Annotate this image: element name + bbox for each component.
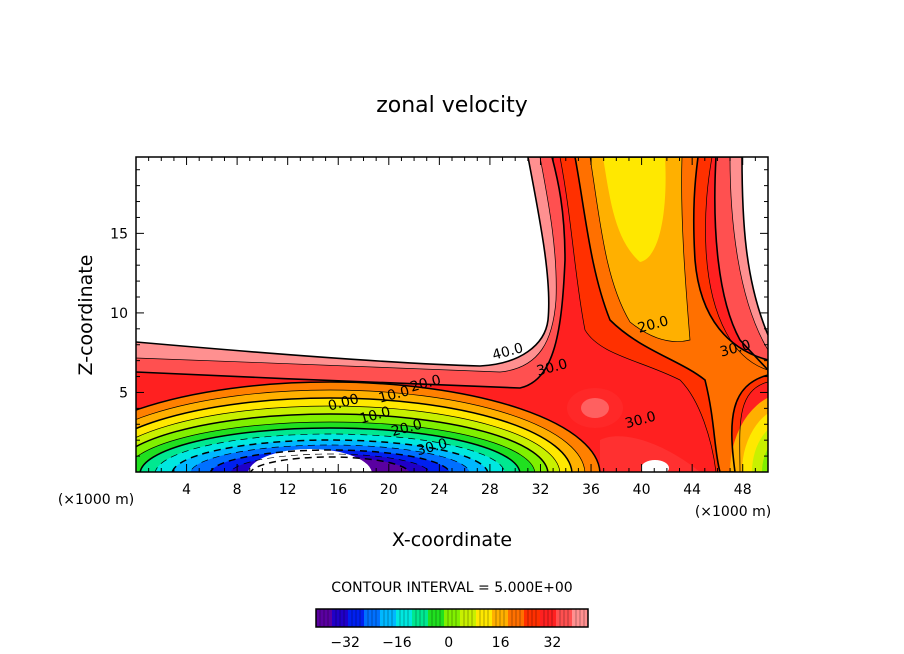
x-tick-label: 28 <box>481 482 499 498</box>
contour-fills <box>136 157 768 472</box>
colorbar-tick-label: −16 <box>382 635 412 651</box>
contour-label: 20.0 <box>636 313 670 337</box>
contour-label: 0.00 <box>326 391 360 415</box>
contour-line <box>249 456 411 472</box>
y-tick-label: 10 <box>110 306 128 322</box>
colorbar-frame <box>315 608 589 628</box>
contour-line <box>136 157 768 373</box>
colorbar-tick-label: 0 <box>444 635 453 651</box>
x-tick-label: 16 <box>329 482 347 498</box>
x-tick-label: 36 <box>582 482 600 498</box>
contour-line <box>589 157 691 342</box>
contour-line <box>136 157 768 389</box>
contour-line <box>209 449 451 472</box>
contour-fill-bottom-red <box>600 436 700 472</box>
colorbar-tick-label: 16 <box>492 635 510 651</box>
contour-label: 30.0 <box>535 356 569 380</box>
contour-label: 10.0 <box>358 404 392 428</box>
colorbar-tick-label: 32 <box>543 635 561 651</box>
x-tick-label: 12 <box>279 482 297 498</box>
x-tick-label: 44 <box>683 482 701 498</box>
contour-label: 10.0 <box>377 383 411 407</box>
x-axis-label: X-coordinate <box>392 529 512 551</box>
contour-interval-text: CONTOUR INTERVAL = 5.000E+00 <box>331 580 572 596</box>
contour-label: 30.0 <box>718 337 752 361</box>
x-tick-label: 40 <box>633 482 651 498</box>
x-unit-right: (×1000 m) <box>695 504 771 520</box>
x-unit-left: (×1000 m) <box>58 492 134 508</box>
contour-line <box>136 397 573 472</box>
contour-label: 40.0 <box>491 340 525 364</box>
contour-fill-right-3 <box>762 448 768 472</box>
contour-label: 20.0 <box>390 417 424 441</box>
colorbar: −32 −16 0 16 32 <box>315 608 589 651</box>
contour-label: 30.0 <box>415 436 449 460</box>
x-tick-label: 20 <box>380 482 398 498</box>
contour-line <box>136 413 549 472</box>
contour-line <box>136 421 536 472</box>
colorbar-tick-label: −32 <box>330 635 360 651</box>
x-tick-label: 8 <box>233 482 242 498</box>
x-tick-label: 24 <box>430 482 448 498</box>
x-tick-label: 32 <box>532 482 550 498</box>
contour-fill-small-hole <box>641 460 669 472</box>
y-tick-label: 15 <box>110 226 128 242</box>
contour-labels: 40.030.020.030.020.010.00.0010.020.030.0… <box>326 313 752 459</box>
contour-line <box>136 405 561 472</box>
contour-line <box>136 389 586 472</box>
contour-line <box>136 157 768 367</box>
contour-fill-positive-6 <box>603 157 666 262</box>
contour-fill-missing-min <box>248 449 372 472</box>
chart-title: zonal velocity <box>376 93 528 118</box>
y-tick-label: 5 <box>119 385 128 401</box>
contour-line <box>154 433 506 472</box>
x-tick-label: 4 <box>182 482 191 498</box>
contour-line <box>136 381 601 472</box>
contour-label: 30.0 <box>623 409 657 433</box>
contour-line <box>230 453 430 472</box>
contour-line <box>559 157 768 472</box>
contour-line <box>139 427 521 472</box>
x-tick-label: 48 <box>734 482 752 498</box>
contour-label: 20.0 <box>409 372 443 396</box>
contour-fill-hotspot-core <box>581 398 609 418</box>
y-axis-label: Z-coordinate <box>75 255 97 376</box>
